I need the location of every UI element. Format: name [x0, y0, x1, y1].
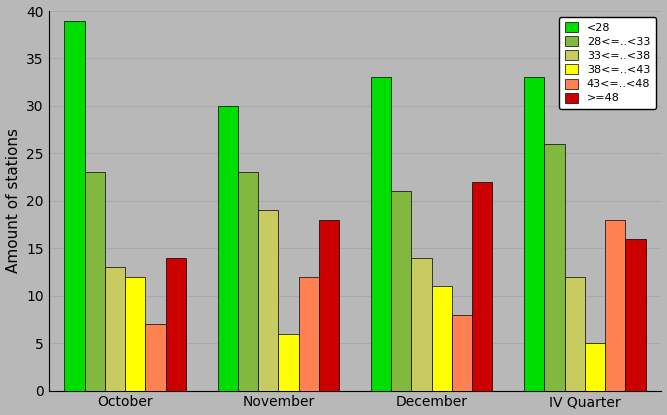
Bar: [145, 324, 165, 391]
Bar: [278, 334, 299, 391]
Bar: [626, 239, 646, 391]
Legend: <28, 28<=..<33, 33<=..<38, 38<=..<43, 43<=..<48, >=48: <28, 28<=..<33, 33<=..<38, 38<=..<43, 43…: [559, 17, 656, 109]
Bar: [217, 106, 238, 391]
Bar: [585, 343, 605, 391]
Y-axis label: Amount of stations: Amount of stations: [5, 128, 21, 273]
Bar: [105, 267, 125, 391]
Bar: [472, 182, 492, 391]
Bar: [258, 210, 278, 391]
Bar: [544, 144, 564, 391]
Bar: [452, 315, 472, 391]
Bar: [125, 277, 145, 391]
Bar: [524, 78, 544, 391]
Bar: [391, 191, 412, 391]
Bar: [65, 21, 85, 391]
Bar: [299, 277, 319, 391]
Bar: [564, 277, 585, 391]
Bar: [432, 286, 452, 391]
Bar: [238, 172, 258, 391]
Bar: [605, 220, 626, 391]
Bar: [85, 172, 105, 391]
Bar: [165, 258, 186, 391]
Bar: [319, 220, 340, 391]
Bar: [412, 258, 432, 391]
Bar: [371, 78, 391, 391]
